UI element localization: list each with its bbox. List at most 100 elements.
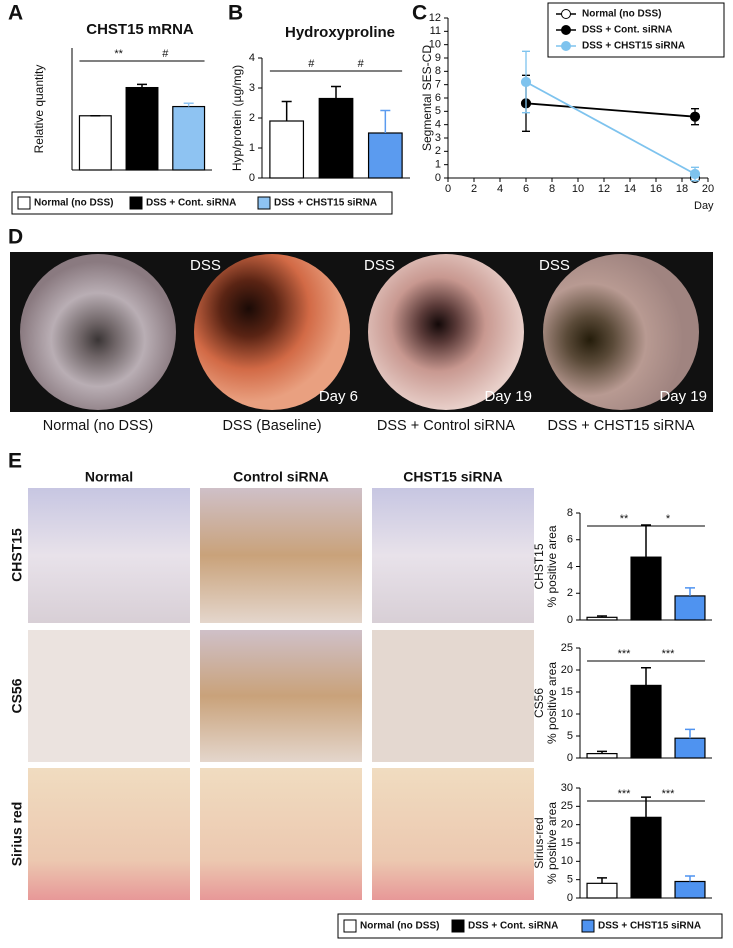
y-tick-label: 6 [567, 534, 573, 546]
y-tick-label: 15 [561, 686, 573, 698]
significance-label: # [358, 58, 365, 70]
y-tick-label: 5 [567, 730, 573, 742]
x-tick-label: 18 [676, 183, 688, 195]
histology-image [200, 630, 362, 762]
legend-marker [561, 25, 571, 35]
error-bar [137, 83, 147, 88]
x-tick-label: 4 [497, 183, 503, 195]
legend-label: Normal (no DSS) [360, 921, 439, 932]
error-bar [380, 109, 391, 133]
data-point [520, 76, 532, 88]
y-axis-label: % positive area [545, 662, 559, 744]
significance-label: # [308, 58, 315, 70]
panel-label: C [412, 2, 427, 25]
bar [586, 752, 618, 759]
endoscopy-photo [194, 254, 350, 410]
bar [630, 816, 662, 899]
y-tick-label: 1 [435, 159, 441, 171]
column-header: Normal [85, 469, 133, 485]
y-tick-label: 4 [567, 560, 573, 572]
histology-image [28, 488, 190, 623]
x-axis-label: Day [694, 200, 714, 212]
x-tick-label: 2 [471, 183, 477, 195]
legend-label: DSS + Cont. siRNA [468, 921, 558, 932]
data-point [689, 111, 701, 122]
endoscopy-photo [368, 254, 524, 410]
panel-label: D [8, 226, 23, 249]
y-tick-label: 0 [567, 752, 573, 764]
image-caption: DSS (Baseline) [222, 418, 321, 434]
error-bar [685, 587, 695, 596]
error-bar [685, 728, 695, 739]
panel-label: A [8, 2, 23, 25]
image-day: Day 19 [659, 388, 707, 405]
y-tick-label: 3 [435, 132, 441, 144]
y-tick-label: 0 [567, 892, 573, 904]
image-caption: DSS + Control siRNA [377, 418, 516, 434]
y-tick-label: 30 [561, 782, 573, 794]
y-axis-label: % positive area [545, 802, 559, 884]
legend-label: DSS + CHST15 siRNA [582, 41, 685, 52]
bar [586, 882, 618, 899]
bar [172, 105, 206, 171]
image-day: Day 19 [484, 388, 532, 405]
image-day: Day 6 [319, 388, 358, 405]
error-bar [597, 877, 607, 884]
endoscopy-photo [543, 254, 699, 410]
histology-image [372, 630, 534, 762]
y-tick-label: 5 [567, 874, 573, 886]
significance-label: * [666, 513, 671, 525]
bar [630, 556, 662, 621]
significance-label: ** [620, 513, 629, 525]
panel-label: B [228, 2, 243, 25]
y-tick-label: 6 [435, 92, 441, 104]
image-tag: DSS [364, 257, 395, 274]
y-tick-label: 0 [435, 172, 441, 184]
bar [78, 115, 112, 171]
x-tick-label: 16 [650, 183, 662, 195]
legend-swatch [257, 196, 271, 210]
bar [674, 737, 706, 759]
legend-label: DSS + CHST15 siRNA [598, 921, 701, 932]
error-bar [685, 875, 695, 882]
y-axis-label: CS56 [532, 688, 546, 718]
bar [318, 97, 354, 179]
y-tick-label: 8 [567, 507, 573, 519]
y-tick-label: 10 [429, 39, 441, 51]
y-tick-label: 25 [561, 800, 573, 812]
bar [674, 880, 706, 899]
legend-marker [561, 41, 571, 51]
histology-image [28, 768, 190, 900]
y-tick-label: 9 [435, 52, 441, 64]
legend-swatch [451, 919, 465, 933]
legend-swatch [343, 919, 357, 933]
legend-label: Normal (no DSS) [582, 9, 661, 20]
row-label: CHST15 [9, 528, 25, 582]
histology-image [200, 488, 362, 623]
legend-swatch [581, 919, 595, 933]
image-tag: DSS [190, 257, 221, 274]
chart-title: CHST15 mRNA [86, 21, 194, 38]
significance-label: *** [618, 648, 632, 660]
y-tick-label: 1 [249, 142, 255, 154]
image-tag: DSS [539, 257, 570, 274]
x-tick-label: 10 [572, 183, 584, 195]
error-bar [331, 85, 341, 99]
y-tick-label: 15 [561, 837, 573, 849]
error-bar [183, 102, 194, 107]
chart-title: Hydroxyproline [285, 24, 395, 41]
legend-box [547, 2, 725, 58]
y-tick-label: 0 [567, 614, 573, 626]
y-tick-label: 20 [561, 819, 573, 831]
y-tick-label: 10 [561, 855, 573, 867]
y-axis-label: Sirius-red [532, 817, 546, 868]
error-bar [641, 667, 651, 686]
x-tick-label: 14 [624, 183, 636, 195]
bar [674, 595, 706, 621]
legend-label: Normal (no DSS) [34, 198, 113, 209]
legend-box [337, 913, 723, 939]
legend-label: DSS + Cont. siRNA [582, 25, 672, 36]
legend-box [11, 191, 393, 215]
y-tick-label: 7 [435, 79, 441, 91]
